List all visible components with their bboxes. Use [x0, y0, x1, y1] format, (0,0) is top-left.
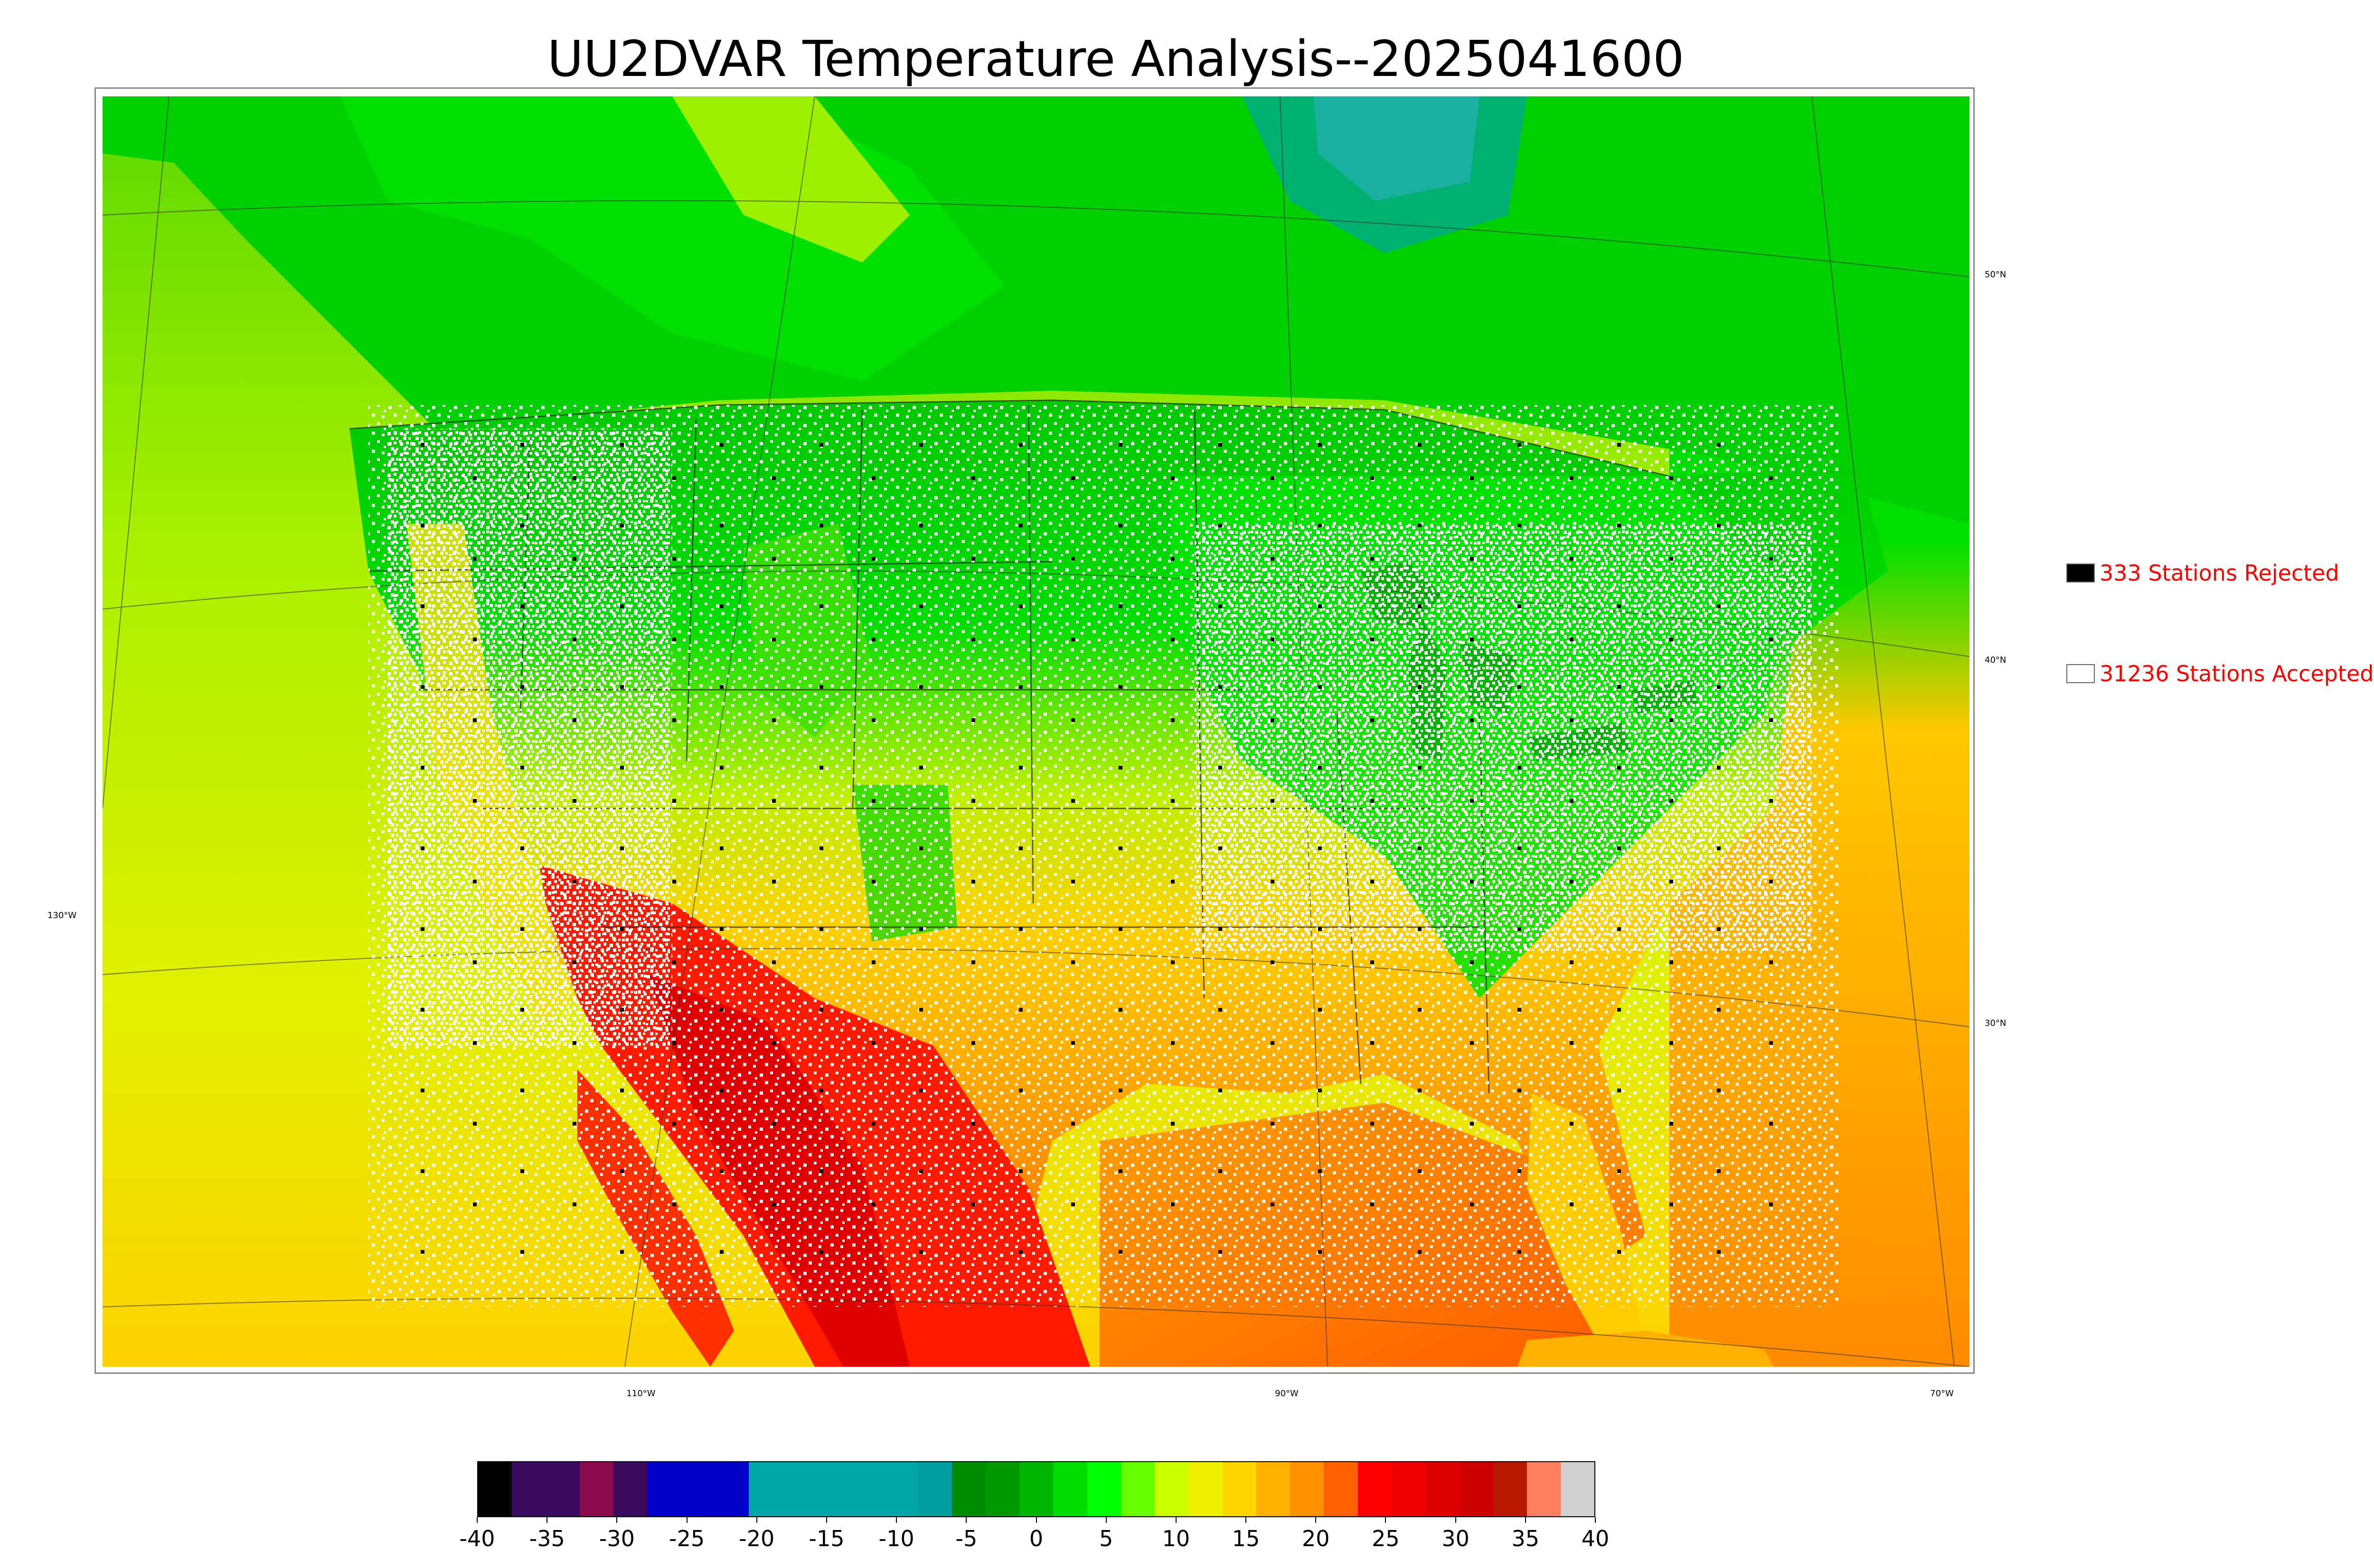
colorbar-segment [1459, 1462, 1493, 1516]
colorbar-tick [616, 1517, 618, 1523]
colorbar-segment [681, 1462, 715, 1516]
accepted-label: 31236 Stations Accepted [2100, 661, 2374, 686]
colorbar-tick [686, 1517, 688, 1523]
colorbar-segment [1425, 1462, 1460, 1516]
rejected-swatch [2066, 563, 2095, 582]
colorbar-tick-label: -15 [809, 1526, 845, 1551]
colorbar-tick [756, 1517, 757, 1523]
colorbar-tick [1315, 1517, 1317, 1523]
lon-label-90: 90°W [1275, 1389, 1299, 1399]
colorbar-tick-label: 5 [1099, 1526, 1113, 1551]
colorbar-segment [1357, 1462, 1392, 1516]
colorbar-segment [816, 1462, 850, 1516]
colorbar-tick [1105, 1517, 1107, 1523]
colorbar-tick [1455, 1517, 1456, 1523]
colorbar [477, 1461, 1595, 1517]
colorbar-segment [782, 1462, 817, 1516]
colorbar-segment [749, 1462, 783, 1516]
accepted-swatch [2066, 664, 2095, 683]
colorbar-tick [1525, 1517, 1526, 1523]
colorbar-segment [884, 1462, 918, 1516]
colorbar-segment [1222, 1462, 1256, 1516]
colorbar-tick-label: 25 [1372, 1526, 1400, 1551]
legend-rejected: 333 Stations Rejected [2066, 560, 2339, 586]
colorbar-segment [951, 1462, 986, 1516]
colorbar-tick-label: 40 [1581, 1526, 1610, 1551]
colorbar-tick [1245, 1517, 1247, 1523]
rejected-label: 333 Stations Rejected [2100, 560, 2339, 586]
colorbar-segment [1188, 1462, 1223, 1516]
colorbar-segment [579, 1462, 613, 1516]
colorbar-segment [1155, 1462, 1189, 1516]
colorbar-tick-label: 0 [1029, 1526, 1044, 1551]
temperature-map [103, 96, 1969, 1367]
colorbar-tick-label: -10 [878, 1526, 914, 1551]
colorbar-tick-label: -5 [955, 1526, 978, 1551]
lat-label-30: 30°N [1985, 1018, 2007, 1028]
colorbar-segment [1019, 1462, 1054, 1516]
colorbar-tick-label: -35 [529, 1526, 565, 1551]
colorbar-segment [647, 1462, 681, 1516]
colorbar-segment [1391, 1462, 1425, 1516]
colorbar-tick-label: -30 [599, 1526, 635, 1551]
colorbar-tick-label: 35 [1511, 1526, 1540, 1551]
colorbar-ticks: -40 -35 -30 -25 -20 -15 -10 -5 0 5 10 15 20 25 30 35 40 [459, 1517, 1609, 1551]
colorbar-tick [1175, 1517, 1177, 1523]
colorbar-tick [966, 1517, 967, 1523]
colorbar-tick [1385, 1517, 1386, 1523]
colorbar-segment [850, 1462, 884, 1516]
colorbar-tick [1595, 1517, 1596, 1523]
colorbar-tick-label: 10 [1162, 1526, 1190, 1551]
colorbar-segment [715, 1462, 749, 1516]
colorbar-tick-label: -40 [459, 1526, 495, 1551]
colorbar-segment [1290, 1462, 1324, 1516]
lon-label-130: 130°W [47, 911, 77, 920]
colorbar-segment [918, 1462, 952, 1516]
colorbar-tick [1036, 1517, 1037, 1523]
colorbar-segment [1121, 1462, 1155, 1516]
colorbar-tick-label: 30 [1441, 1526, 1470, 1551]
lon-label-110: 110°W [626, 1389, 656, 1399]
colorbar-tick [896, 1517, 897, 1523]
colorbar-segment [1324, 1462, 1358, 1516]
colorbar-segment [1526, 1462, 1561, 1516]
colorbar-tick-label: 15 [1232, 1526, 1260, 1551]
colorbar-segment [512, 1462, 546, 1516]
colorbar-tick [546, 1517, 548, 1523]
colorbar-tick [477, 1517, 478, 1523]
lon-label-70: 70°W [1930, 1389, 1954, 1399]
colorbar-tick-label: 20 [1301, 1526, 1330, 1551]
lat-label-40: 40°N [1985, 655, 2007, 665]
colorbar-segment [1493, 1462, 1527, 1516]
colorbar-segment [546, 1462, 580, 1516]
colorbar-segment [1087, 1462, 1121, 1516]
map-title: UU2DVAR Temperature Analysis--2025041600 [547, 30, 1685, 88]
colorbar-segment [1053, 1462, 1087, 1516]
colorbar-segment [478, 1462, 512, 1516]
colorbar-segment [985, 1462, 1019, 1516]
map-frame [94, 87, 1975, 1374]
legend-accepted: 31236 Stations Accepted [2066, 661, 2374, 686]
colorbar-segment [1256, 1462, 1290, 1516]
colorbar-tick-label: -20 [739, 1526, 775, 1551]
lat-label-50: 50°N [1985, 270, 2007, 280]
colorbar-segment [613, 1462, 648, 1516]
colorbar-tick [826, 1517, 827, 1523]
colorbar-segment [1561, 1462, 1595, 1516]
colorbar-tick-label: -25 [669, 1526, 705, 1551]
